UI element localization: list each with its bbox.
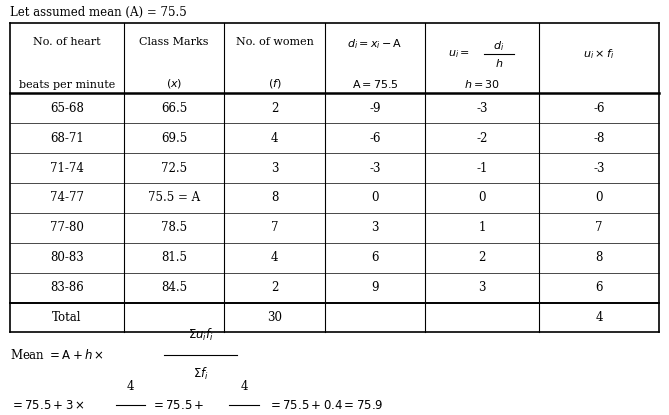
Text: 2: 2 — [271, 102, 278, 115]
Text: No. of heart: No. of heart — [33, 37, 100, 47]
Text: $d_i$: $d_i$ — [493, 39, 504, 54]
Text: 6: 6 — [595, 281, 603, 294]
Text: Total: Total — [52, 311, 82, 324]
Text: $\Sigma f_i$: $\Sigma f_i$ — [193, 366, 209, 382]
Text: 71-74: 71-74 — [50, 161, 84, 175]
Text: $u_i =$: $u_i =$ — [448, 48, 470, 60]
Text: 3: 3 — [371, 221, 379, 234]
Text: 8: 8 — [595, 251, 603, 264]
Text: $\mathrm{A} = 75.5$: $\mathrm{A} = 75.5$ — [352, 78, 399, 90]
Text: -8: -8 — [593, 132, 605, 145]
Text: -9: -9 — [369, 102, 381, 115]
Text: 4: 4 — [271, 132, 278, 145]
Text: 8: 8 — [271, 191, 278, 205]
Text: 2: 2 — [478, 251, 486, 264]
Text: 80-83: 80-83 — [50, 251, 84, 264]
Text: 84.5: 84.5 — [161, 281, 187, 294]
Text: 0: 0 — [595, 191, 603, 205]
Text: -3: -3 — [593, 161, 605, 175]
Text: 30: 30 — [267, 311, 282, 324]
Text: 0: 0 — [371, 191, 379, 205]
Text: 83-86: 83-86 — [50, 281, 84, 294]
Text: 0: 0 — [478, 191, 486, 205]
Text: $d_i = x_i - \mathrm{A}$: $d_i = x_i - \mathrm{A}$ — [347, 37, 403, 51]
Text: 69.5: 69.5 — [161, 132, 187, 145]
Text: $h = 30$: $h = 30$ — [464, 78, 500, 90]
Text: 3: 3 — [271, 161, 278, 175]
Text: 4: 4 — [240, 380, 248, 393]
Text: 77-80: 77-80 — [50, 221, 84, 234]
Text: $h$: $h$ — [494, 57, 503, 69]
Text: 68-71: 68-71 — [50, 132, 84, 145]
Text: Mean $= \mathrm{A} + h \times$: Mean $= \mathrm{A} + h \times$ — [10, 348, 104, 362]
Text: $(f)$: $(f)$ — [268, 77, 282, 90]
Text: beats per minute: beats per minute — [19, 80, 115, 90]
Text: 4: 4 — [271, 251, 278, 264]
Text: No. of women: No. of women — [235, 37, 313, 47]
Text: 7: 7 — [271, 221, 278, 234]
Text: 81.5: 81.5 — [161, 251, 187, 264]
Text: 3: 3 — [478, 281, 486, 294]
Text: 9: 9 — [371, 281, 379, 294]
Text: -3: -3 — [369, 161, 381, 175]
Text: 74-77: 74-77 — [50, 191, 84, 205]
Text: $= 75.5 +$: $= 75.5 +$ — [151, 398, 204, 412]
Text: -3: -3 — [476, 102, 488, 115]
Text: -6: -6 — [369, 132, 381, 145]
Text: 6: 6 — [371, 251, 379, 264]
Text: $\Sigma u_i f_i$: $\Sigma u_i f_i$ — [188, 327, 213, 342]
Text: 4: 4 — [595, 311, 603, 324]
Text: 65-68: 65-68 — [50, 102, 84, 115]
Text: 7: 7 — [595, 221, 603, 234]
Text: -2: -2 — [476, 132, 488, 145]
Text: 1: 1 — [478, 221, 486, 234]
Text: $u_i \times f_i$: $u_i \times f_i$ — [583, 47, 615, 61]
Text: 66.5: 66.5 — [161, 102, 187, 115]
Text: 4: 4 — [126, 380, 134, 393]
Text: 75.5 = A: 75.5 = A — [148, 191, 200, 205]
Text: -1: -1 — [476, 161, 488, 175]
Text: $= 75.5 + 3 \times$: $= 75.5 + 3 \times$ — [10, 398, 85, 412]
Text: Let assumed mean (A) = 75.5: Let assumed mean (A) = 75.5 — [10, 6, 187, 19]
Text: $= 75.5 + 0.4 = 75.9$: $= 75.5 + 0.4 = 75.9$ — [268, 398, 383, 412]
Text: $(x)$: $(x)$ — [166, 77, 182, 90]
Text: Class Marks: Class Marks — [139, 37, 209, 47]
Text: 78.5: 78.5 — [161, 221, 187, 234]
Text: 2: 2 — [271, 281, 278, 294]
Text: -6: -6 — [593, 102, 605, 115]
Text: 72.5: 72.5 — [161, 161, 187, 175]
